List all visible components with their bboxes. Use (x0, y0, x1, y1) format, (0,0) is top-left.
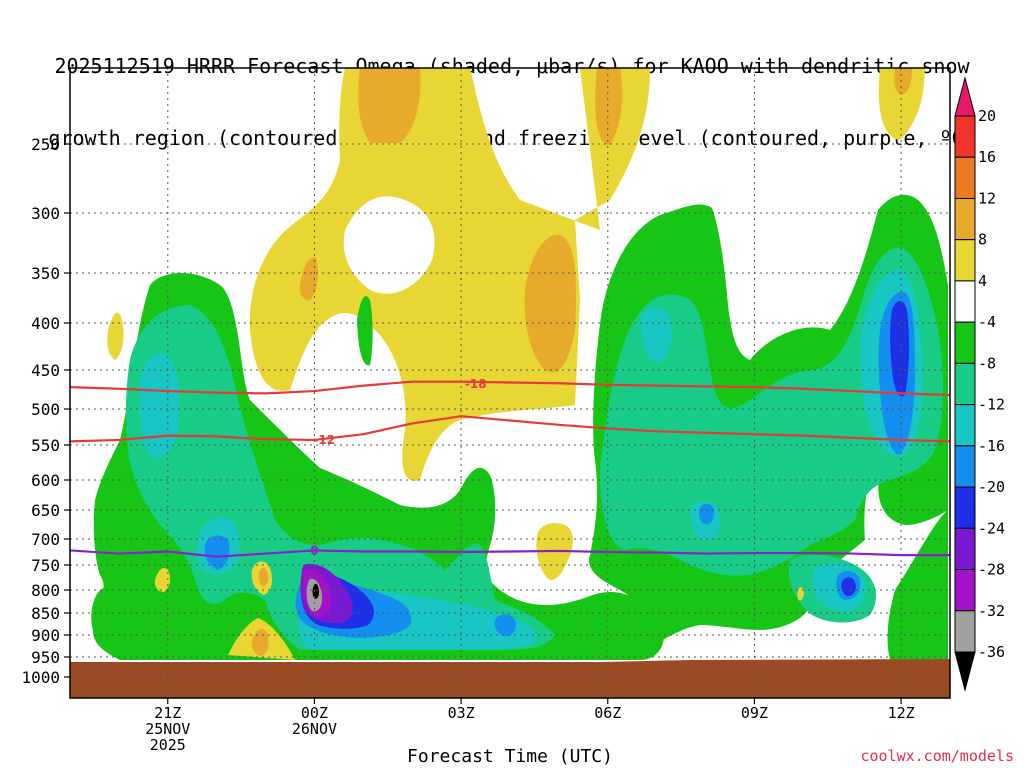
x-tick-label-03Z-0: 03Z (448, 704, 475, 722)
colorbar-level--4: -4 (978, 313, 996, 331)
plot-frame (69, 67, 951, 699)
dgz-minus-18-line (70, 380, 950, 397)
ground-below-surface (70, 659, 950, 698)
colorbar-level-16: 16 (978, 148, 996, 166)
y-tick-label-300: 300 (31, 204, 60, 223)
omega-region-blue-small-mid (494, 614, 516, 637)
colorbar-band-12 (954, 569, 976, 612)
ground-fill (70, 659, 950, 698)
colorbar-level--36: -36 (978, 643, 1005, 661)
y-tick-label-350: 350 (31, 264, 60, 283)
omega-region-blue-left (204, 535, 230, 570)
x-tick-label-00Z-1: 26NOV (292, 720, 337, 738)
colorbar-level--8: -8 (978, 354, 996, 372)
colorbar-level--12: -12 (978, 396, 1005, 414)
omega-region-teal-right (600, 247, 943, 576)
y-tick-label-600: 600 (31, 471, 60, 490)
y-tick-label-750: 750 (31, 556, 60, 575)
colorbar-level--16: -16 (978, 437, 1005, 455)
omega-region-black-core (312, 583, 319, 599)
y-tick-label-800: 800 (31, 581, 60, 600)
colorbar-band-10 (954, 486, 976, 529)
colorbar-band-5 (954, 280, 976, 323)
x-tick-label-12Z-0: 12Z (888, 704, 915, 722)
site-credit: coolwx.com/models (860, 747, 1014, 765)
freezing-level-0-line (70, 549, 950, 558)
colorbar-level--24: -24 (978, 519, 1005, 537)
y-tick-label-500: 500 (31, 400, 60, 419)
y-tick-label-650: 650 (31, 501, 60, 520)
colorbar-band-1 (954, 115, 976, 158)
colorbar-level-20: 20 (978, 107, 996, 125)
colorbar-band-8 (954, 404, 976, 447)
chart-title-line-1: 2025112519 HRRR Forecast Omega (shaded, … (54, 54, 970, 78)
omega-region-orange-lower-2 (258, 567, 269, 587)
y-tick-label-700: 700 (31, 530, 60, 549)
omega-region-orange-4 (299, 257, 318, 300)
x-tick-label-21Z-2: 2025 (150, 736, 186, 754)
pressure-axis: 250 300 350 400 450 500 550 600 650 700 750 800 850 9… (21, 135, 70, 687)
omega-region-yellow-lower-3 (154, 568, 171, 592)
y-tick-label-1000: 1000 (21, 668, 60, 687)
y-tick-label-950: 950 (31, 648, 60, 667)
colorbar-level-12: 12 (978, 189, 996, 207)
omega-region-orange-3 (524, 234, 577, 373)
y-tick-label-400: 400 (31, 314, 60, 333)
omega-colorbar: 20 16 12 8 4 -4 -8 -12 -16 -20 -24 -28 -32 -36 (954, 76, 1005, 692)
omega-region-yellow-lower-5 (797, 587, 804, 601)
dgz-minus-12-label: -12 (313, 433, 335, 447)
temperature-contours: -18 -12 0 (70, 377, 950, 558)
chart-title: 2025112519 HRRR Forecast Omega (shaded, … (0, 6, 1024, 174)
x-axis-label: Forecast Time (UTC) (407, 746, 613, 767)
omega-region-dblue-right-col (890, 301, 910, 397)
colorbar-band-6 (954, 321, 976, 364)
y-tick-label-550: 550 (31, 436, 60, 455)
omega-region-blue-right-mid (699, 503, 715, 525)
omega-shaded-field (91, 68, 948, 660)
freezing-level-0-label: 0 (310, 543, 318, 557)
omega-region-orange-2 (595, 68, 623, 145)
colorbar-band-3 (954, 197, 976, 241)
colorbar-arrow-bottom (954, 651, 976, 692)
dgz-minus-18-label: -18 (465, 377, 487, 391)
x-tick-label-00Z-0: 00Z (301, 704, 328, 722)
x-tick-label-06Z-0: 06Z (594, 704, 621, 722)
y-tick-label-900: 900 (31, 626, 60, 645)
colorbar-level-4: 4 (978, 272, 987, 290)
y-tick-label-450: 450 (31, 361, 60, 380)
y-tick-label-250: 250 (31, 135, 60, 154)
omega-region-orange-5 (894, 68, 912, 95)
omega-region-green-mid-stripe (357, 296, 373, 366)
grid-lines (70, 68, 950, 698)
x-tick-label-21Z-1: 25NOV (145, 720, 190, 738)
omega-region-yellow-upper-right (878, 68, 925, 140)
colorbar-band-4 (954, 239, 976, 282)
omega-region-yellow-small-1 (107, 312, 124, 360)
omega-region-cyan-left (139, 353, 180, 458)
dgz-minus-12-line (70, 415, 950, 443)
omega-region-white-gap (343, 196, 435, 294)
colorbar-band-7 (954, 362, 976, 406)
colorbar-level-8: 8 (978, 231, 987, 249)
omega-region-green-right-edge (887, 510, 948, 660)
omega-region-orange-1 (358, 68, 421, 143)
colorbar-level--28: -28 (978, 561, 1005, 579)
omega-region-cyan-right-upper (640, 306, 672, 363)
colorbar-level--32: -32 (978, 602, 1005, 620)
colorbar-level--20: -20 (978, 478, 1005, 496)
colorbar-band-11 (954, 527, 976, 571)
colorbar-band-2 (954, 156, 976, 199)
omega-region-orange-lower-1 (251, 628, 269, 656)
colorbar-band-9 (954, 445, 976, 488)
omega-region-dblue-bottom-right (841, 577, 856, 596)
colorbar-arrow-top (954, 76, 976, 117)
x-tick-label-09Z-0: 09Z (741, 704, 768, 722)
y-tick-label-850: 850 (31, 604, 60, 623)
x-tick-label-21Z-0: 21Z (154, 704, 181, 722)
omega-region-yellow-upper-left (249, 68, 650, 481)
colorbar-band-13 (954, 610, 976, 653)
